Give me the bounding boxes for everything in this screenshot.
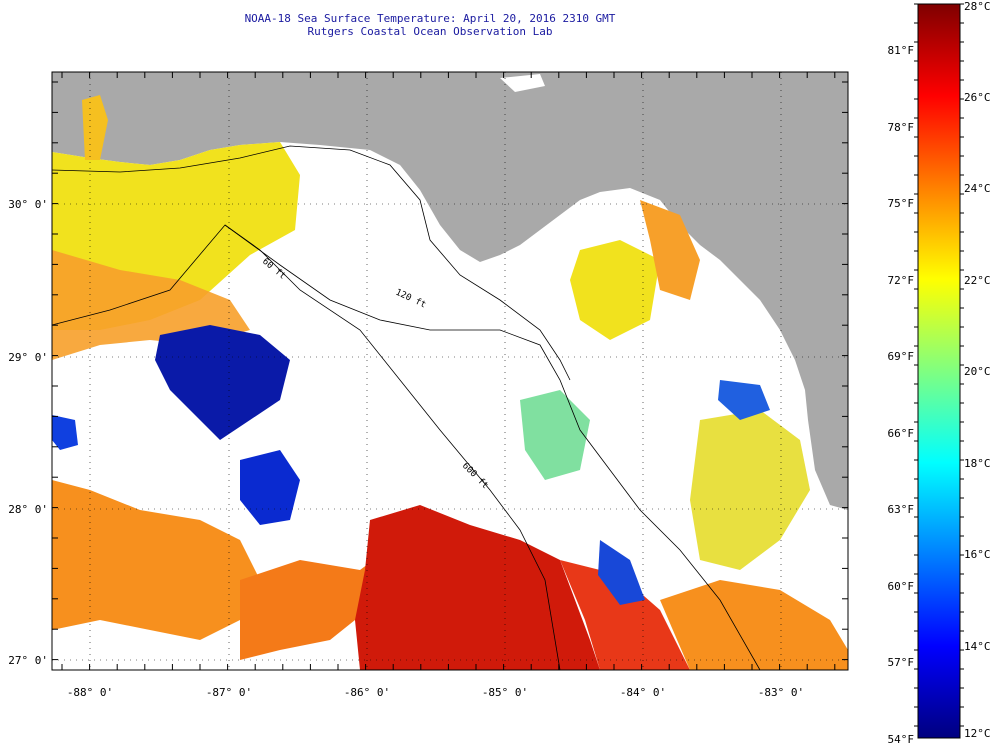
lon-label-84: -84° 0'	[619, 686, 667, 699]
cb-f-66: 66°F	[887, 427, 915, 440]
contour-60ft	[51, 145, 571, 381]
lon-label-83: -83° 0'	[757, 686, 805, 699]
cb-f-75: 75°F	[887, 197, 915, 210]
cb-c-28: 28°C	[964, 0, 991, 13]
sst-yellow-fl2	[690, 410, 810, 570]
sst-orange-sw	[52, 480, 260, 640]
bathymetry-contours	[51, 145, 761, 671]
lon-label-86: -86° 0'	[343, 686, 391, 699]
contour-600ft	[224, 224, 561, 671]
cb-f-54: 54°F	[887, 733, 915, 746]
lat-label-28: 28° 0'	[8, 503, 48, 516]
island	[500, 74, 545, 92]
cb-c-26: 26°C	[964, 91, 991, 104]
sst-orange-se	[660, 580, 848, 670]
colorbar-ticks	[914, 3, 964, 727]
cb-f-57: 57°F	[887, 656, 915, 669]
sst-blue-fl2	[718, 380, 770, 420]
graticule	[52, 72, 848, 670]
sst-red-east	[560, 560, 690, 670]
map-frame	[51, 71, 849, 671]
lat-label-29: 29° 0'	[8, 351, 48, 364]
cb-c-16: 16°C	[964, 548, 991, 561]
lon-label-85: -85° 0'	[481, 686, 529, 699]
land-mass	[52, 72, 848, 510]
lon-label-87: -87° 0'	[205, 686, 253, 699]
cb-c-22: 22°C	[964, 274, 991, 287]
cb-f-78: 78°F	[887, 121, 915, 134]
sst-cold-blue-west	[52, 415, 78, 450]
cb-f-60: 60°F	[887, 580, 915, 593]
lat-label-27: 27° 0'	[8, 654, 48, 667]
cb-c-14: 14°C	[964, 640, 991, 653]
cb-c-20: 20°C	[964, 365, 991, 378]
contour-120ft	[51, 224, 761, 671]
cb-c-24: 24°C	[964, 182, 991, 195]
sst-orange-s	[240, 540, 400, 660]
lat-label-30: 30° 0'	[8, 198, 48, 211]
sst-cyan-fl	[520, 390, 590, 480]
cb-c-18: 18°C	[964, 457, 991, 470]
sst-orange-fl	[640, 200, 700, 300]
sst-cold-blue-small	[240, 450, 300, 525]
map-subtitle: Rutgers Coastal Ocean Observation Lab	[307, 25, 553, 38]
cb-f-63: 63°F	[887, 503, 915, 516]
cb-f-69: 69°F	[887, 350, 915, 363]
map-content	[52, 72, 848, 670]
sst-cold-blue-center	[155, 325, 290, 440]
cb-f-81: 81°F	[887, 44, 915, 57]
colorbar-gradient	[917, 3, 961, 739]
cb-f-72: 72°F	[887, 274, 915, 287]
sst-yellow-fl	[570, 240, 660, 340]
sst-yellow-bay	[82, 95, 108, 160]
map-ticks	[52, 72, 848, 670]
sst-warm-red	[355, 505, 600, 670]
map-title: NOAA-18 Sea Surface Temperature: April 2…	[244, 12, 616, 25]
cb-c-12: 12°C	[964, 727, 991, 740]
sst-blue-fl	[598, 540, 645, 605]
lon-label-88: -88° 0'	[66, 686, 114, 699]
